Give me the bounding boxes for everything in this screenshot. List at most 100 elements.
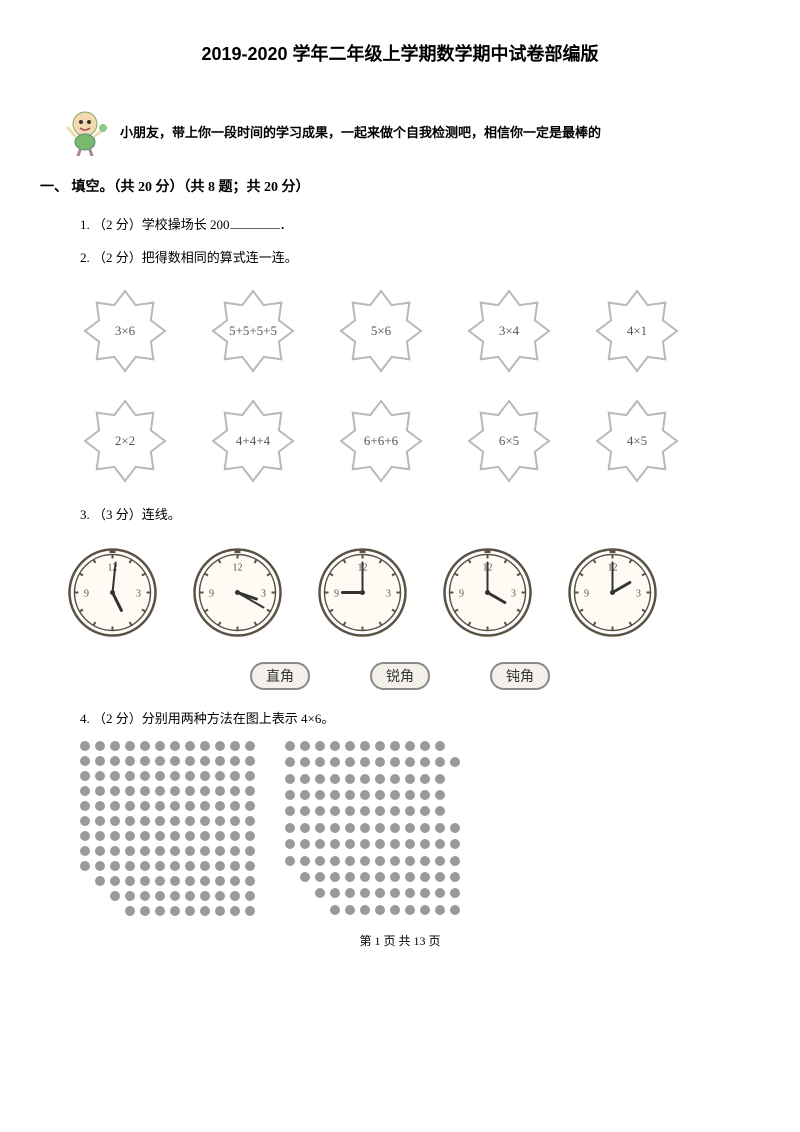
dot <box>360 905 370 915</box>
dot <box>330 839 340 849</box>
dot <box>80 846 90 856</box>
star-badge: 5+5+5+5 <box>208 286 298 376</box>
dot <box>300 774 310 784</box>
dot <box>155 846 165 856</box>
dot <box>315 888 325 898</box>
dot <box>200 756 210 766</box>
dot <box>140 906 150 916</box>
dot <box>245 831 255 841</box>
dots-container <box>80 741 740 916</box>
dot <box>125 846 135 856</box>
dot <box>345 888 355 898</box>
dot <box>405 757 415 767</box>
dot <box>420 790 430 800</box>
dot <box>230 831 240 841</box>
dot <box>200 801 210 811</box>
dot <box>140 771 150 781</box>
dot <box>125 771 135 781</box>
question-1: 1. （2 分）学校操场长 200． <box>80 214 740 233</box>
dot <box>390 790 400 800</box>
dot <box>285 741 295 751</box>
dot <box>185 831 195 841</box>
dot <box>155 816 165 826</box>
dot <box>300 888 310 898</box>
dot <box>345 856 355 866</box>
blank-input[interactable] <box>230 215 280 229</box>
dot <box>245 786 255 796</box>
dot <box>420 806 430 816</box>
dot <box>315 790 325 800</box>
dot <box>185 876 195 886</box>
dot <box>300 905 310 915</box>
dot <box>360 741 370 751</box>
dot <box>95 801 105 811</box>
dot <box>450 905 460 915</box>
dot <box>170 771 180 781</box>
dot <box>330 872 340 882</box>
dot <box>185 846 195 856</box>
dot <box>215 756 225 766</box>
dot <box>200 891 210 901</box>
dot <box>80 816 90 826</box>
clock-icon: 1239 <box>65 545 160 640</box>
dot <box>185 891 195 901</box>
svg-text:3: 3 <box>261 589 266 600</box>
dot <box>285 872 295 882</box>
dot <box>435 806 445 816</box>
dot <box>215 816 225 826</box>
dot <box>405 774 415 784</box>
dot <box>215 801 225 811</box>
dot <box>185 906 195 916</box>
section1-head: 一、 填空。（共 20 分）（共 8 题；共 20 分） <box>40 176 740 196</box>
dot <box>360 790 370 800</box>
svg-text:3: 3 <box>386 589 391 600</box>
svg-text:9: 9 <box>584 589 589 600</box>
dot <box>390 872 400 882</box>
clock-row: 1239 1239 1239 1239 1239 <box>65 545 740 640</box>
dot <box>435 839 445 849</box>
dot <box>155 861 165 871</box>
dot <box>230 891 240 901</box>
dot <box>420 888 430 898</box>
dot <box>375 839 385 849</box>
dot <box>140 786 150 796</box>
dot <box>345 905 355 915</box>
dot <box>375 888 385 898</box>
dot <box>360 806 370 816</box>
dot <box>215 846 225 856</box>
dot <box>245 861 255 871</box>
dot <box>170 801 180 811</box>
q1-suffix: ． <box>280 217 293 232</box>
star-badge: 4+4+4 <box>208 396 298 486</box>
question-3: 3. （3 分）连线。 <box>80 504 740 523</box>
dot <box>125 786 135 796</box>
dot <box>200 846 210 856</box>
dot <box>110 801 120 811</box>
dot <box>330 888 340 898</box>
dot <box>185 861 195 871</box>
dot <box>170 816 180 826</box>
dot <box>125 816 135 826</box>
dot <box>245 801 255 811</box>
dot <box>390 741 400 751</box>
dot <box>405 872 415 882</box>
dot <box>215 876 225 886</box>
dot <box>95 771 105 781</box>
dot <box>110 831 120 841</box>
dot <box>360 839 370 849</box>
svg-text:9: 9 <box>84 589 89 600</box>
dot <box>315 872 325 882</box>
dot <box>390 774 400 784</box>
dot <box>110 756 120 766</box>
dot <box>245 816 255 826</box>
clock-icon: 1239 <box>190 545 285 640</box>
svg-text:9: 9 <box>459 589 464 600</box>
page-title: 2019-2020 学年二年级上学期数学期中试卷部编版 <box>60 40 740 66</box>
dot <box>420 905 430 915</box>
dot <box>435 872 445 882</box>
dot <box>155 876 165 886</box>
star-badge: 6×5 <box>464 396 554 486</box>
dot <box>330 741 340 751</box>
dot <box>185 771 195 781</box>
dot <box>375 757 385 767</box>
